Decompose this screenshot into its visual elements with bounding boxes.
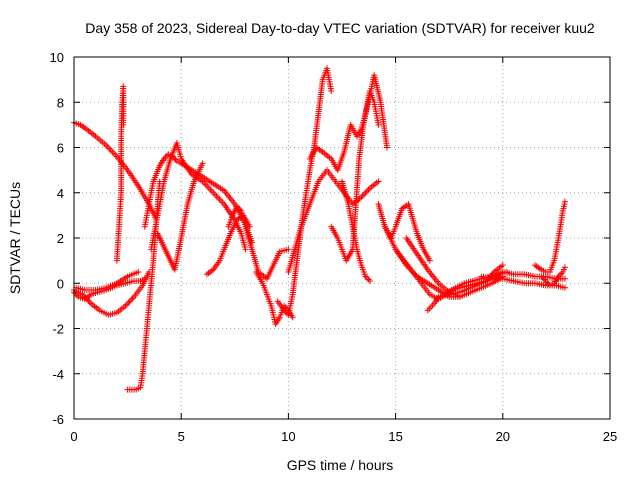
series-arc-j <box>225 203 292 282</box>
data-point <box>125 299 132 306</box>
data-point <box>375 121 382 128</box>
data-point <box>375 178 382 185</box>
data-point <box>362 189 369 196</box>
y-tick-label: -2 <box>52 322 64 337</box>
series-arc-a <box>71 119 159 221</box>
data-point <box>384 144 391 151</box>
data-point <box>499 262 506 269</box>
data-point <box>561 198 568 205</box>
series-arc-d <box>73 268 142 294</box>
y-tick-label: 8 <box>57 95 64 110</box>
data-point <box>242 246 249 253</box>
x-tick-label: 10 <box>281 429 295 444</box>
series-arc-q <box>375 201 433 264</box>
y-tick-label: 0 <box>57 276 64 291</box>
data-point <box>328 87 335 94</box>
data-point <box>129 295 136 302</box>
y-tick-label: -4 <box>52 367 64 382</box>
data-point <box>123 301 130 308</box>
y-tick-label: -6 <box>52 412 64 427</box>
x-axis-label: GPS time / hours <box>287 457 394 473</box>
axis-ticks <box>73 56 611 420</box>
data-point <box>365 276 372 283</box>
data-point <box>561 284 568 291</box>
series-arc-k <box>253 268 296 327</box>
series-spike-early <box>113 83 127 264</box>
series-arc-y <box>538 264 568 289</box>
series-arc-o <box>328 87 382 264</box>
data-point <box>128 296 135 303</box>
y-axis-label: SDTVAR / TECUs <box>7 182 23 294</box>
data-point <box>199 160 206 167</box>
series-arc-e <box>124 178 163 393</box>
data-point <box>361 191 368 198</box>
tick-labels: 0 5 10 15 20 25 -6 -4 -2 0 2 4 6 8 10 <box>50 50 618 444</box>
data-point <box>135 268 142 275</box>
y-tick-label: 6 <box>57 141 64 156</box>
series-arc-x <box>531 198 568 275</box>
x-tick-label: 0 <box>70 429 77 444</box>
x-tick-label: 25 <box>603 429 617 444</box>
series-arc-p <box>339 178 373 284</box>
series-arc-h <box>154 160 206 273</box>
data-point <box>126 298 133 305</box>
series-arc-m <box>285 167 382 275</box>
data-point <box>561 264 568 271</box>
data-points <box>71 65 568 393</box>
series-arc-l <box>274 65 335 318</box>
y-tick-label: 10 <box>50 50 64 65</box>
data-point <box>86 299 93 306</box>
series-arc-c <box>71 268 153 318</box>
data-point <box>120 121 127 128</box>
x-tick-label: 5 <box>178 429 185 444</box>
chart-title: Day 358 of 2023, Sidereal Day-to-day VTE… <box>85 20 595 36</box>
data-point <box>289 314 296 321</box>
data-point <box>366 277 373 284</box>
data-point <box>561 275 568 282</box>
data-point <box>285 246 292 253</box>
x-tick-label: 15 <box>388 429 402 444</box>
y-tick-label: 2 <box>57 231 64 246</box>
data-point <box>364 188 371 195</box>
data-point <box>539 274 546 281</box>
x-tick-label: 20 <box>496 429 510 444</box>
data-point <box>359 192 366 199</box>
data-point <box>172 156 179 163</box>
data-point <box>365 186 372 193</box>
y-tick-label: 4 <box>57 186 64 201</box>
series-arc-r <box>381 223 463 300</box>
data-point <box>426 257 433 264</box>
